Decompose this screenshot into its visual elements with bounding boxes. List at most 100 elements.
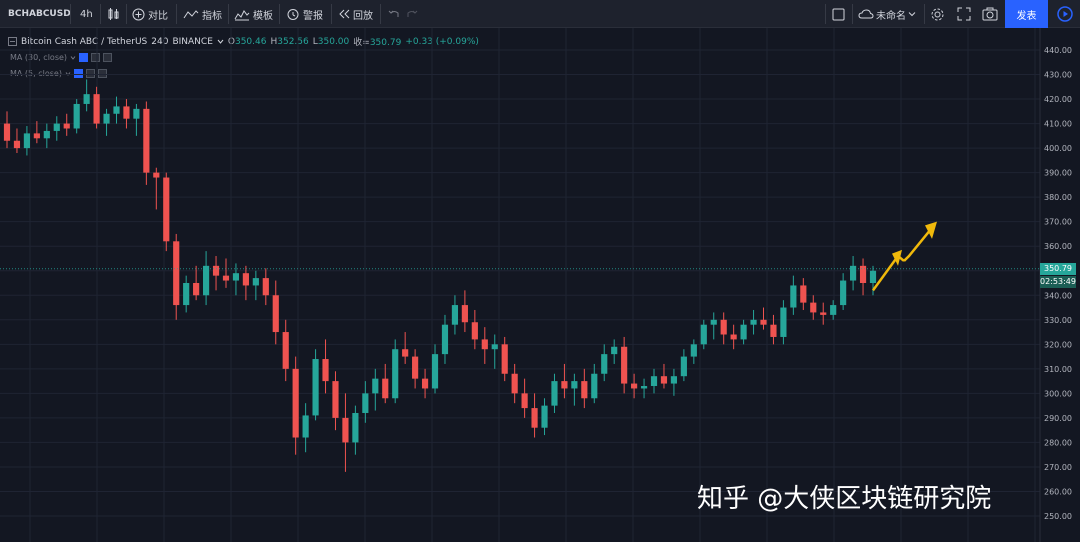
y-tick-label: 270.00 bbox=[1044, 463, 1072, 472]
series-legend: Bitcoin Cash ABC / TetherUS 240 BINANCE … bbox=[8, 35, 479, 48]
candle-body bbox=[461, 305, 468, 323]
settings-button[interactable] bbox=[930, 0, 945, 28]
publish-label: 发表 bbox=[1016, 10, 1037, 22]
y-tick-label: 390.00 bbox=[1044, 169, 1072, 178]
candle-body bbox=[163, 177, 170, 242]
divider bbox=[331, 4, 332, 24]
y-tick-label: 250.00 bbox=[1044, 512, 1072, 521]
candle-body bbox=[830, 305, 837, 315]
divider bbox=[380, 4, 381, 24]
layout-name-button[interactable]: 未命名 bbox=[858, 0, 916, 28]
undo-icon bbox=[388, 10, 399, 17]
candle-body bbox=[810, 302, 817, 313]
candle-body bbox=[690, 344, 697, 357]
candle-body bbox=[650, 376, 658, 387]
candle-body bbox=[730, 334, 737, 340]
divider bbox=[70, 4, 71, 24]
divider bbox=[126, 4, 127, 24]
indicators-button[interactable]: 指标 bbox=[183, 0, 222, 28]
eye-icon[interactable] bbox=[73, 69, 83, 78]
y-tick-label: 260.00 bbox=[1044, 487, 1072, 496]
ma-30-indicator[interactable]: MA (30, close) bbox=[10, 53, 113, 62]
square-icon bbox=[832, 8, 845, 20]
snapshot-button[interactable] bbox=[982, 0, 998, 28]
templates-button[interactable]: 模板 bbox=[234, 0, 273, 28]
ma-5-label: MA (5, close) bbox=[10, 69, 62, 78]
candle-body bbox=[202, 265, 210, 296]
candle-body bbox=[143, 108, 150, 173]
candle-body bbox=[670, 376, 678, 384]
candle-body bbox=[840, 280, 847, 306]
divider bbox=[852, 4, 853, 24]
alert-button[interactable]: 警报 bbox=[286, 0, 323, 28]
settings-icon[interactable] bbox=[85, 69, 95, 78]
compare-button[interactable]: 对比 bbox=[132, 0, 168, 28]
high-value: 352.56 bbox=[277, 36, 309, 47]
gear-icon bbox=[931, 8, 944, 20]
close-icon[interactable] bbox=[97, 69, 107, 78]
candle-body bbox=[471, 322, 478, 340]
candle-body bbox=[660, 376, 668, 384]
candle-body bbox=[53, 123, 60, 131]
y-tick-label: 320.00 bbox=[1044, 340, 1072, 349]
y-tick-label: 420.00 bbox=[1044, 95, 1072, 104]
price-chart[interactable]: 250.00 260.00 270.00 280.00 290.00 300.00 310.… bbox=[0, 28, 1080, 542]
legend-exchange: BINANCE bbox=[172, 36, 213, 47]
play-button[interactable] bbox=[1050, 0, 1080, 28]
candle-body bbox=[282, 332, 289, 369]
symbol-label: BCHABCUSD bbox=[8, 9, 71, 19]
candle-body bbox=[123, 106, 130, 119]
y-tick-label: 410.00 bbox=[1044, 120, 1072, 129]
y-tick-label: 290.00 bbox=[1044, 414, 1072, 423]
ma-5-indicator[interactable]: MA (5, close) bbox=[10, 69, 107, 78]
high-key: H bbox=[270, 36, 278, 47]
settings-icon[interactable] bbox=[91, 53, 101, 62]
chevron-down-icon[interactable] bbox=[70, 55, 76, 61]
candle-body bbox=[631, 383, 638, 389]
publish-button[interactable]: 发表 bbox=[1005, 0, 1048, 28]
close-icon[interactable] bbox=[103, 53, 113, 62]
candle-body bbox=[581, 381, 588, 399]
candle-body bbox=[491, 344, 498, 350]
close-value: 350.79 bbox=[369, 38, 402, 48]
chevron-down-icon[interactable] bbox=[217, 38, 224, 45]
replay-button[interactable]: 回放 bbox=[338, 0, 373, 28]
candle-body bbox=[541, 405, 548, 428]
indicators-label: 指标 bbox=[202, 10, 222, 22]
chart-style-button[interactable] bbox=[106, 0, 120, 28]
replay-label: 回放 bbox=[353, 10, 373, 22]
y-tick-label: 310.00 bbox=[1044, 365, 1072, 374]
symbol-search[interactable]: BCHABCUSD bbox=[8, 0, 71, 28]
candle-body bbox=[342, 417, 349, 443]
candle-body bbox=[113, 106, 120, 114]
change-value: +0.33 (+0.09%) bbox=[405, 36, 479, 47]
undo-button[interactable] bbox=[388, 0, 400, 28]
candle-body bbox=[601, 354, 608, 374]
candle-body bbox=[292, 368, 299, 438]
redo-icon bbox=[407, 10, 418, 17]
candle-body bbox=[173, 241, 180, 306]
candle-body bbox=[83, 94, 90, 104]
candle-body bbox=[372, 378, 379, 394]
redo-button[interactable] bbox=[406, 0, 418, 28]
projection-arrow bbox=[903, 228, 932, 262]
candle-body bbox=[73, 103, 80, 129]
candle-body bbox=[93, 94, 100, 124]
projection-arrow bbox=[871, 255, 900, 292]
candle-body bbox=[441, 324, 449, 355]
candle-body bbox=[262, 278, 269, 296]
eye-icon[interactable] bbox=[79, 53, 89, 62]
candle-body bbox=[3, 123, 11, 141]
fullscreen-button[interactable] bbox=[957, 0, 971, 28]
interval-button[interactable]: 4h bbox=[80, 0, 93, 28]
candle-body bbox=[212, 265, 220, 276]
divider bbox=[176, 4, 177, 24]
y-tick-label: 430.00 bbox=[1044, 71, 1072, 80]
candle-body bbox=[421, 378, 429, 389]
candle-body bbox=[33, 133, 40, 139]
candle-body bbox=[511, 373, 518, 394]
fullscreen-square-button[interactable] bbox=[832, 0, 845, 28]
candle-body bbox=[710, 319, 717, 325]
collapse-legend-icon[interactable] bbox=[8, 37, 17, 46]
chevron-down-icon bbox=[908, 12, 916, 17]
